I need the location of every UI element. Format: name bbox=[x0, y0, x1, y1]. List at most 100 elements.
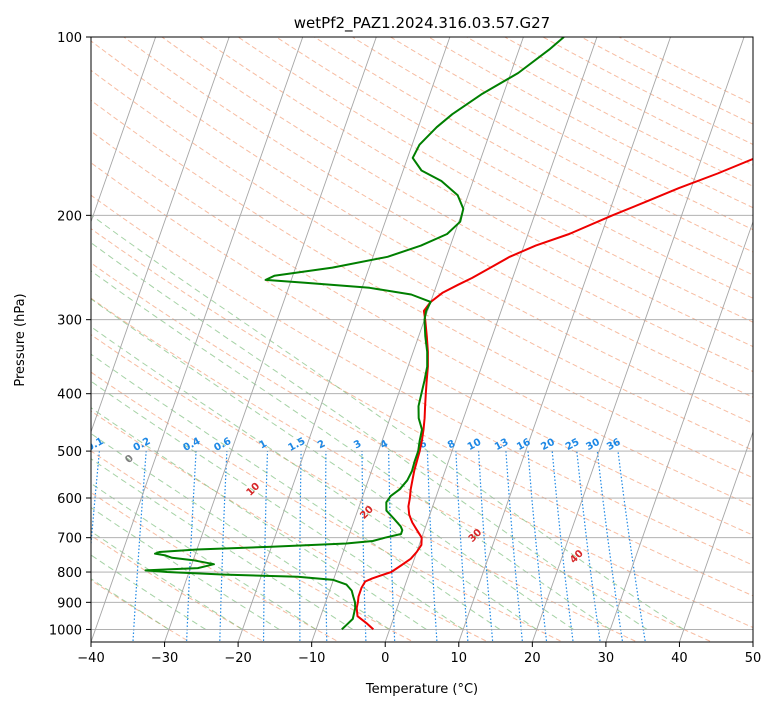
mixing-ratio-line bbox=[262, 451, 269, 642]
y-tick-label: 700 bbox=[57, 532, 82, 547]
isotherm-line bbox=[458, 37, 671, 642]
mixing-ratio-line bbox=[91, 451, 100, 551]
dry-adiabat-line bbox=[91, 162, 753, 536]
x-tick-label: 40 bbox=[671, 651, 688, 666]
isotherm-line bbox=[605, 220, 753, 642]
mixing-ratio-line bbox=[299, 451, 302, 642]
chart-title: wetPf2_PAZ1.2024.316.03.57.G27 bbox=[294, 14, 550, 33]
moist-adiabat-label: 30 bbox=[467, 527, 485, 545]
mixing-ratio-line bbox=[478, 451, 494, 642]
dry-adiabat-line bbox=[91, 40, 753, 424]
dry-adiabat-line bbox=[91, 371, 564, 642]
moist-adiabat-line bbox=[91, 458, 354, 630]
isotherm-line bbox=[752, 640, 753, 642]
dry-adiabat-line bbox=[91, 99, 753, 479]
y-tick-label: 100 bbox=[57, 31, 82, 46]
y-tick-label: 400 bbox=[57, 388, 82, 403]
moist-adiabat-line bbox=[91, 380, 464, 630]
x-tick-label: 10 bbox=[451, 651, 468, 666]
dry-adiabat-line bbox=[91, 69, 753, 451]
dry-adiabat-line bbox=[503, 37, 753, 166]
x-tick-label: 50 bbox=[745, 651, 762, 666]
dry-adiabat-line bbox=[541, 37, 753, 145]
x-tick-label: −40 bbox=[77, 651, 104, 666]
mixing-ratio-line bbox=[219, 451, 228, 642]
mixing-ratio-line bbox=[551, 451, 574, 642]
dry-adiabat-line bbox=[161, 37, 753, 373]
y-tick-label: 900 bbox=[57, 596, 82, 611]
moist-adiabat-line bbox=[91, 554, 206, 630]
dry-adiabat-line bbox=[122, 37, 753, 398]
isotherm-line bbox=[91, 37, 157, 224]
y-tick-label: 1000 bbox=[49, 623, 82, 638]
mixing-ratio-line bbox=[325, 451, 328, 642]
moist-adiabat-line bbox=[91, 530, 243, 630]
mixing-ratio-line bbox=[617, 451, 646, 642]
moist-adiabat-line bbox=[91, 270, 611, 630]
isotherm-line bbox=[164, 37, 377, 642]
y-tick-label: 600 bbox=[57, 492, 82, 507]
isotherm-line bbox=[91, 37, 230, 434]
mixing-ratio-line bbox=[505, 451, 524, 642]
y-tick-label: 800 bbox=[57, 566, 82, 581]
isotherm-line bbox=[679, 430, 753, 642]
mixing-ratio-line bbox=[186, 451, 197, 642]
mixing-ratio-label: 1 bbox=[258, 438, 269, 451]
dry-adiabat-line bbox=[465, 37, 753, 187]
mixing-ratio-label: 3 bbox=[352, 438, 363, 451]
dry-adiabat-line bbox=[91, 262, 753, 629]
isotherm-line bbox=[91, 37, 304, 642]
y-tick-label: 500 bbox=[57, 445, 82, 460]
moist-adiabat-line bbox=[91, 432, 390, 630]
plot-area: 0.10.20.40.611.52346810131620253036-100-… bbox=[0, 37, 753, 642]
moist-adiabat-label: 0 bbox=[123, 453, 136, 466]
dry-adiabat-line bbox=[91, 228, 753, 597]
mixing-ratio-line bbox=[361, 451, 367, 642]
dry-adiabat-line bbox=[91, 450, 415, 642]
mixing-ratio-label: 20 bbox=[539, 437, 556, 453]
dry-adiabat-line bbox=[91, 297, 714, 642]
dry-adiabat-line bbox=[91, 410, 490, 642]
mixing-ratio-line bbox=[527, 451, 548, 642]
moist-adiabat-line bbox=[91, 407, 427, 630]
moist-adiabat-line bbox=[91, 214, 685, 630]
mixing-ratio-label: 10 bbox=[466, 437, 483, 453]
dry-adiabat-line bbox=[91, 334, 639, 642]
dry-adiabat-label: -10 bbox=[8, 431, 29, 451]
x-axis-label: Temperature (°C) bbox=[365, 682, 478, 697]
moist-adiabat-line bbox=[91, 353, 501, 630]
mixing-ratio-line bbox=[132, 451, 147, 642]
moist-adiabat-line bbox=[91, 326, 537, 630]
mixing-ratio-label: 8 bbox=[446, 438, 457, 451]
dry-adiabat-line bbox=[313, 37, 753, 276]
y-axis-label: Pressure (hPa) bbox=[13, 293, 28, 386]
plot-frame bbox=[90, 36, 754, 643]
x-tick-label: −10 bbox=[298, 651, 325, 666]
dry-adiabat-line bbox=[275, 37, 753, 299]
mixing-ratio-label: 4 bbox=[379, 438, 390, 451]
mixing-ratio-line bbox=[426, 451, 438, 642]
dry-adiabat-line bbox=[579, 37, 753, 125]
mixing-ratio-line bbox=[388, 451, 396, 642]
isotherm-line bbox=[311, 37, 524, 642]
moist-adiabat-label: 20 bbox=[358, 504, 376, 522]
mixing-ratio-label: 6 bbox=[418, 438, 429, 451]
temperature-profile-line bbox=[355, 157, 753, 631]
isotherm-line bbox=[237, 37, 451, 642]
x-tick-label: 30 bbox=[598, 651, 615, 666]
axes: −40 −30 −20 −10 0 10 20 30 40 5010020030040050060… bbox=[49, 31, 761, 666]
y-tick-label: 200 bbox=[57, 209, 82, 224]
dry-adiabat-line bbox=[91, 534, 266, 642]
mixing-ratio-label: 25 bbox=[564, 437, 581, 453]
moist-adiabat-label: 10 bbox=[245, 481, 263, 499]
dry-adiabat-line bbox=[91, 194, 753, 566]
mixing-ratio-line bbox=[576, 451, 601, 642]
dry-adiabat-line bbox=[351, 37, 753, 253]
isotherm-line bbox=[0, 37, 9, 642]
moist-adiabat-line bbox=[91, 242, 648, 630]
moist-adiabat-label: 40 bbox=[568, 548, 586, 566]
moist-adiabat-line bbox=[91, 482, 317, 630]
y-tick-label: 300 bbox=[57, 314, 82, 329]
mixing-ratio-line bbox=[596, 451, 624, 642]
